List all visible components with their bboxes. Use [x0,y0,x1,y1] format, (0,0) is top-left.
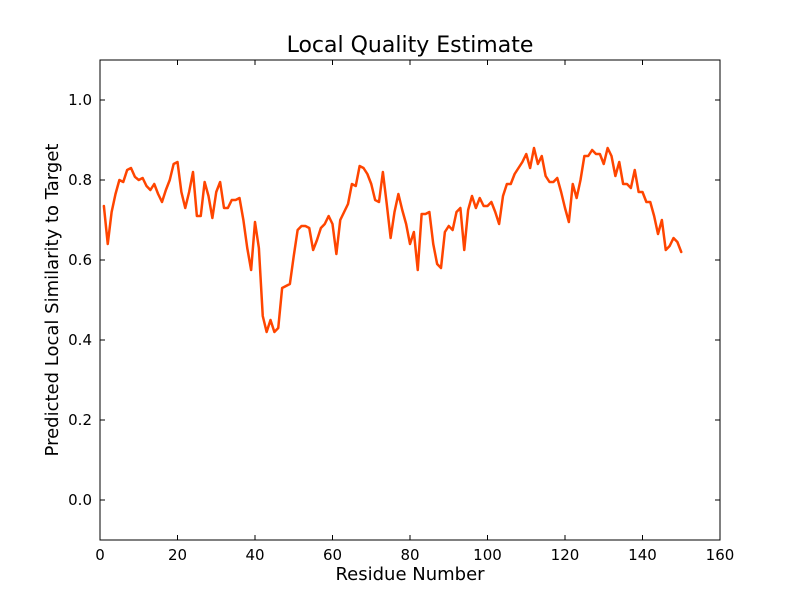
y-tick-label: 0.0 [68,491,92,509]
y-tick-label: 0.4 [68,331,92,349]
x-tick-label: 120 [551,546,580,564]
x-tick-label: 20 [168,546,187,564]
x-tick-label: 100 [473,546,502,564]
y-tick-label: 0.2 [68,411,92,429]
x-tick-label: 40 [245,546,264,564]
y-tick-label: 1.0 [68,91,92,109]
y-axis-label: Predicted Local Similarity to Target [42,144,63,457]
plot-area: 0 20 40 60 80 100 120 140 160 0.0 0.2 0.4 0.6 0.8 1.0 [68,59,735,564]
x-tick-label: 140 [628,546,657,564]
x-axis-label: Residue Number [335,564,485,585]
y-tick-label: 0.8 [68,171,92,189]
x-tick-label: 60 [323,546,342,564]
x-tick-label: 160 [706,546,735,564]
x-tick-label: 80 [400,546,419,564]
y-tick-label: 0.6 [68,251,92,269]
x-tick-label: 0 [95,546,105,564]
chart-title: Local Quality Estimate [287,33,534,58]
series-line-0 [102,146,683,334]
